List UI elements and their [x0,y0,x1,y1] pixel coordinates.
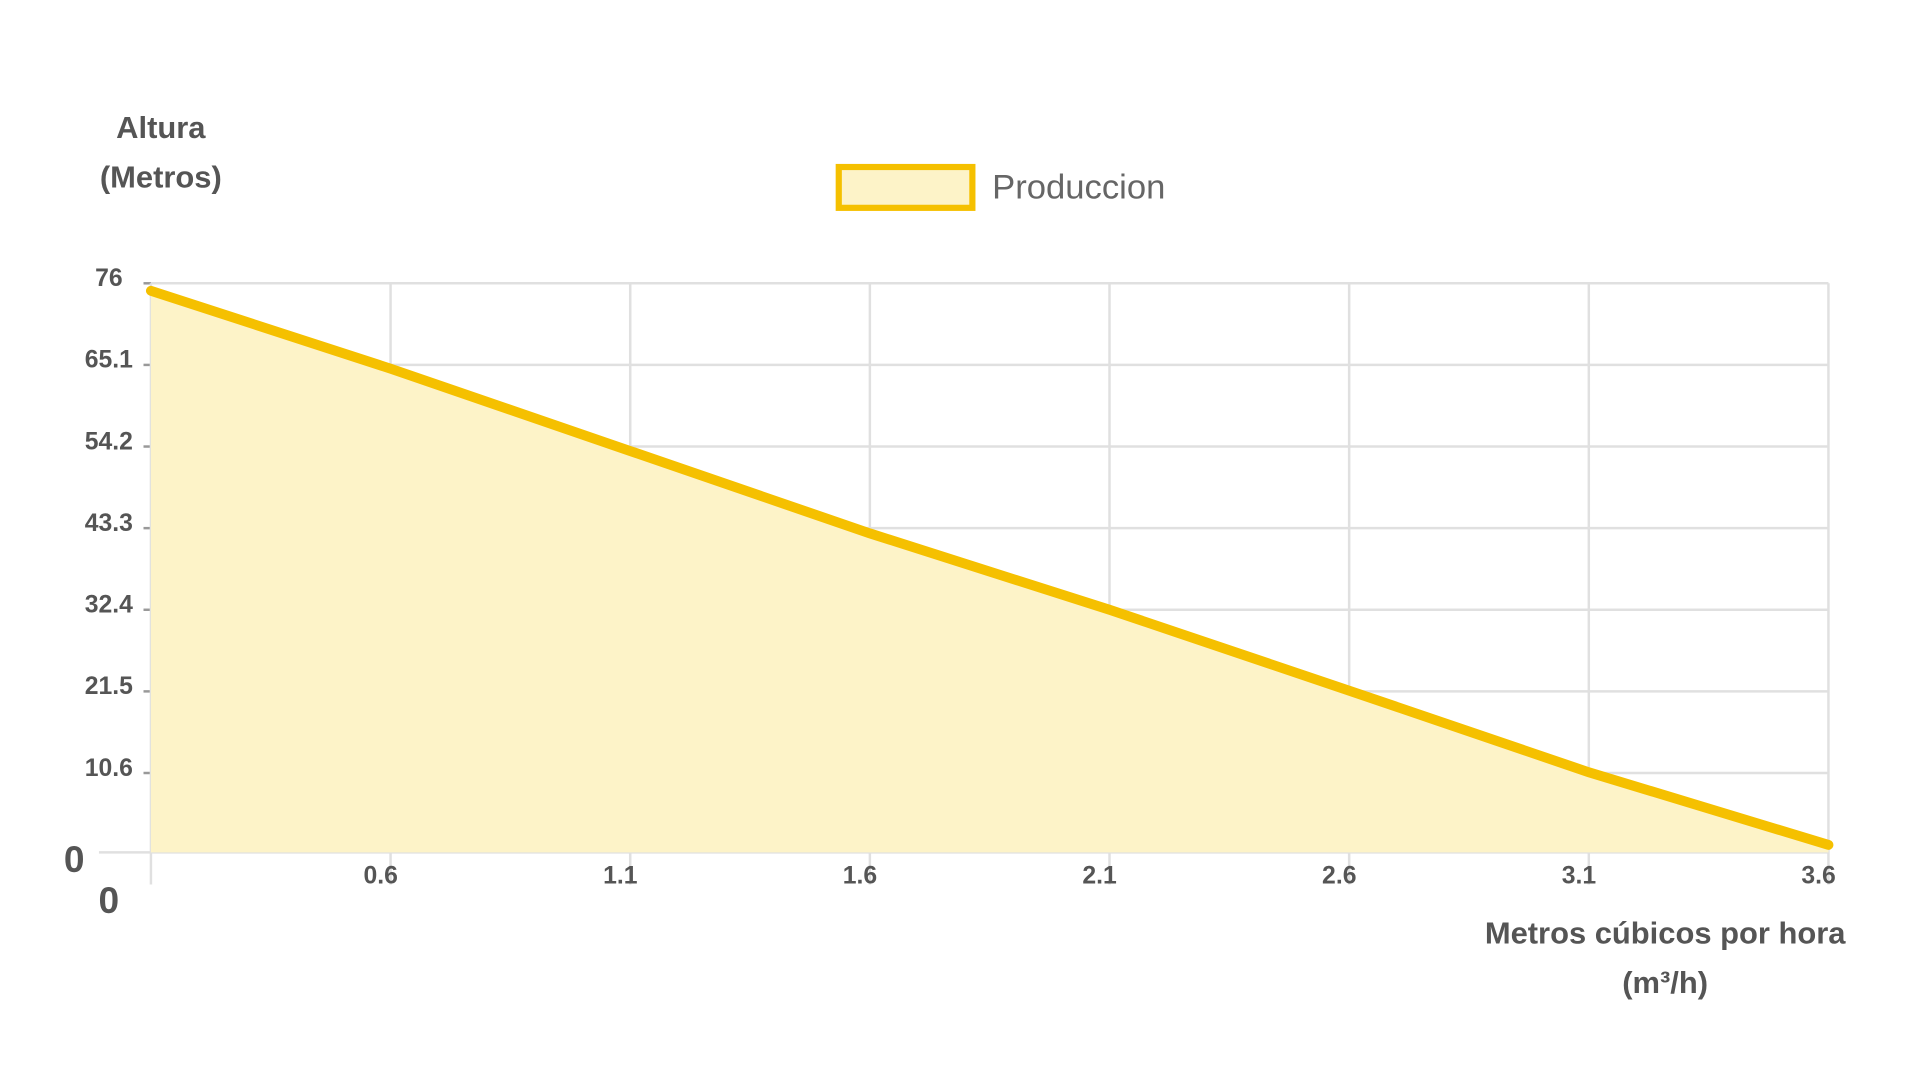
y-tick-label: 54.2 [85,428,133,455]
y-tick-label: 10.6 [85,755,133,782]
x-axis-title: Metros cúbicos por hora [1485,915,1846,950]
x-tick-label: 2.6 [1322,863,1356,890]
y-tick-label: 65.1 [85,347,133,374]
y-tick-label: 43.3 [85,510,133,537]
y-tick-label: 21.5 [85,673,133,700]
x-tick-label: 2.1 [1082,863,1117,890]
line [145,285,1834,850]
x-tick-label: 0.6 [363,863,397,890]
y-tick-label: 76 [95,265,123,292]
x-tick-label: 3.1 [1562,863,1597,890]
x-tick-label: 1.1 [603,863,638,890]
x-axis-title: (m³/h) [1622,965,1708,1000]
y-tick-label: 0 [64,838,85,880]
x-tick-label: 0 [99,879,120,921]
y-axis-title: (Metros) [100,160,222,195]
y-axis-title: Altura [116,110,206,145]
x-tick-label: 3.6 [1801,863,1835,890]
legend-label: Produccion [992,168,1165,206]
y-tick-label: 32.4 [85,592,133,619]
x-tick-label: 1.6 [843,863,877,890]
legend-swatch [835,163,976,211]
